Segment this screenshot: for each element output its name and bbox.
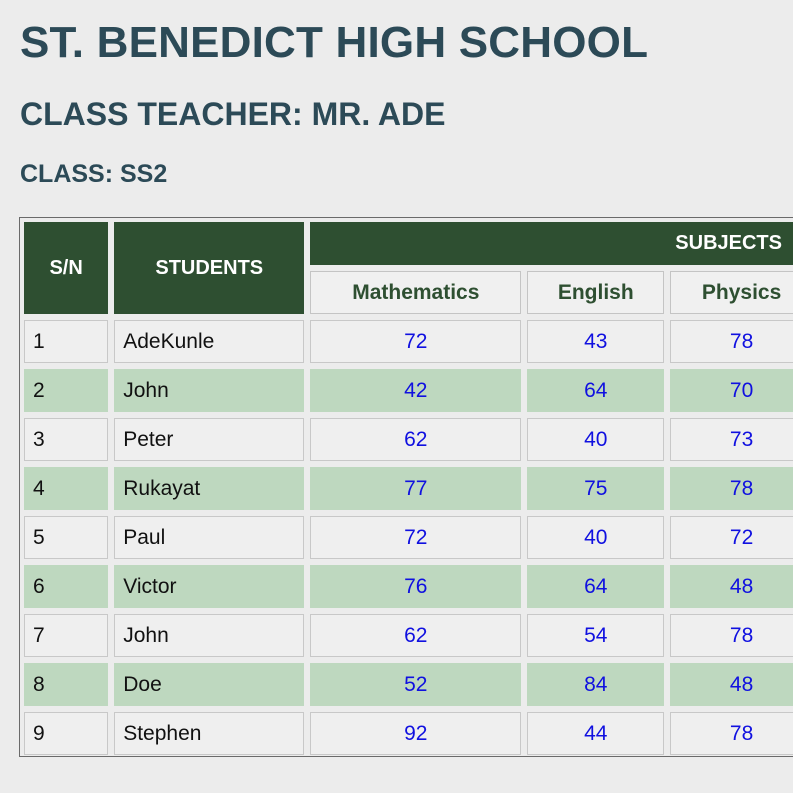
mathematics-score-cell: 92 <box>310 712 522 755</box>
physics-score-cell: 78 <box>670 320 793 363</box>
physics-score-cell: 78 <box>670 467 793 510</box>
table-row: 9 Stephen 92 44 78 <box>24 712 793 755</box>
physics-score-cell: 78 <box>670 614 793 657</box>
sn-cell: 2 <box>24 369 109 412</box>
table-row: 4 Rukayat 77 75 78 <box>24 467 793 510</box>
table-row: 5 Paul 72 40 72 <box>24 516 793 559</box>
class-teacher: CLASS TEACHER: MR. ADE <box>20 96 446 132</box>
student-name-cell: Paul <box>114 516 305 559</box>
english-score-cell: 64 <box>527 369 665 412</box>
mathematics-score-cell: 62 <box>310 418 522 461</box>
header-english: English <box>527 271 665 314</box>
sn-cell: 3 <box>24 418 109 461</box>
mathematics-score-cell: 42 <box>310 369 522 412</box>
student-name-cell: Doe <box>114 663 305 706</box>
english-score-cell: 75 <box>527 467 665 510</box>
header-mathematics: Mathematics <box>310 271 522 314</box>
physics-score-cell: 72 <box>670 516 793 559</box>
student-name-cell: Rukayat <box>114 467 305 510</box>
mathematics-score-cell: 72 <box>310 320 522 363</box>
english-score-cell: 54 <box>527 614 665 657</box>
table-row: 6 Victor 76 64 48 <box>24 565 793 608</box>
english-score-cell: 64 <box>527 565 665 608</box>
english-score-cell: 43 <box>527 320 665 363</box>
mathematics-score-cell: 62 <box>310 614 522 657</box>
table-row: 2 John 42 64 70 <box>24 369 793 412</box>
mathematics-score-cell: 52 <box>310 663 522 706</box>
mathematics-score-cell: 77 <box>310 467 522 510</box>
student-name-cell: AdeKunle <box>114 320 305 363</box>
table-row: 3 Peter 62 40 73 <box>24 418 793 461</box>
class-label: CLASS: SS2 <box>20 160 168 188</box>
student-name-cell: John <box>114 614 305 657</box>
sn-cell: 7 <box>24 614 109 657</box>
mathematics-score-cell: 76 <box>310 565 522 608</box>
student-name-cell: Victor <box>114 565 305 608</box>
sn-cell: 4 <box>24 467 109 510</box>
school-name: ST. BENEDICT HIGH SCHOOL <box>20 18 649 67</box>
header-sn: S/N <box>24 222 109 314</box>
english-score-cell: 40 <box>527 516 665 559</box>
physics-score-cell: 73 <box>670 418 793 461</box>
results-table-container: S/N STUDENTS SUBJECTS Mathematics Englis… <box>19 217 793 757</box>
english-score-cell: 40 <box>527 418 665 461</box>
physics-score-cell: 48 <box>670 663 793 706</box>
table-row: 1 AdeKunle 72 43 78 <box>24 320 793 363</box>
header-students: STUDENTS <box>114 222 305 314</box>
physics-score-cell: 48 <box>670 565 793 608</box>
physics-score-cell: 70 <box>670 369 793 412</box>
student-name-cell: Peter <box>114 418 305 461</box>
sn-cell: 9 <box>24 712 109 755</box>
table-row: 8 Doe 52 84 48 <box>24 663 793 706</box>
table-row: 7 John 62 54 78 <box>24 614 793 657</box>
sn-cell: 6 <box>24 565 109 608</box>
mathematics-score-cell: 72 <box>310 516 522 559</box>
student-name-cell: John <box>114 369 305 412</box>
header-subjects: SUBJECTS <box>310 222 793 265</box>
student-name-cell: Stephen <box>114 712 305 755</box>
physics-score-cell: 78 <box>670 712 793 755</box>
results-table: S/N STUDENTS SUBJECTS Mathematics Englis… <box>18 216 793 761</box>
sn-cell: 5 <box>24 516 109 559</box>
english-score-cell: 44 <box>527 712 665 755</box>
sn-cell: 8 <box>24 663 109 706</box>
header-physics: Physics <box>670 271 793 314</box>
sn-cell: 1 <box>24 320 109 363</box>
english-score-cell: 84 <box>527 663 665 706</box>
